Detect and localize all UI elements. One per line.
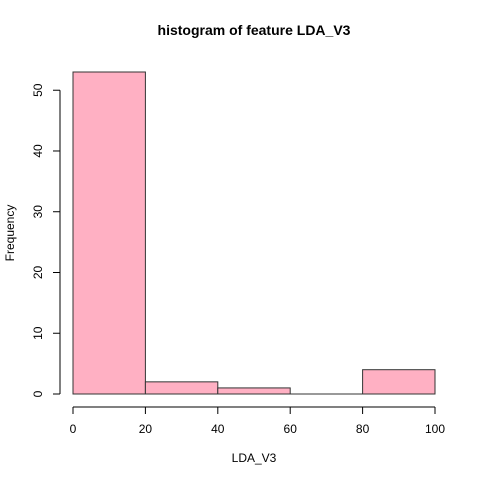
histogram-bar-80-100 <box>362 369 436 395</box>
x-axis: 0 20 40 60 80 100 <box>70 406 445 436</box>
y-tick-label-40: 40 <box>31 144 45 158</box>
x-tick-label-60: 60 <box>284 422 298 436</box>
bars-group <box>72 71 436 395</box>
y-axis: 0 10 20 30 40 50 <box>31 83 61 397</box>
histogram-bar-40-60 <box>217 387 291 395</box>
y-tick-label-10: 10 <box>31 326 45 340</box>
y-axis-label: Frequency <box>3 205 17 262</box>
x-tick-label-100: 100 <box>425 422 445 436</box>
x-tick-label-80: 80 <box>356 422 370 436</box>
x-tick-label-20: 20 <box>139 422 153 436</box>
y-tick-label-20: 20 <box>31 265 45 279</box>
x-tick-label-40: 40 <box>211 422 225 436</box>
chart-title: histogram of feature LDA_V3 <box>158 22 351 38</box>
x-tick-label-0: 0 <box>70 422 77 436</box>
histogram-bar-0-20 <box>72 71 146 395</box>
x-axis-label: LDA_V3 <box>232 451 277 465</box>
y-tick-label-50: 50 <box>31 83 45 97</box>
y-tick-label-30: 30 <box>31 205 45 219</box>
y-tick-label-0: 0 <box>31 390 45 397</box>
histogram-bar-20-40 <box>144 381 219 395</box>
